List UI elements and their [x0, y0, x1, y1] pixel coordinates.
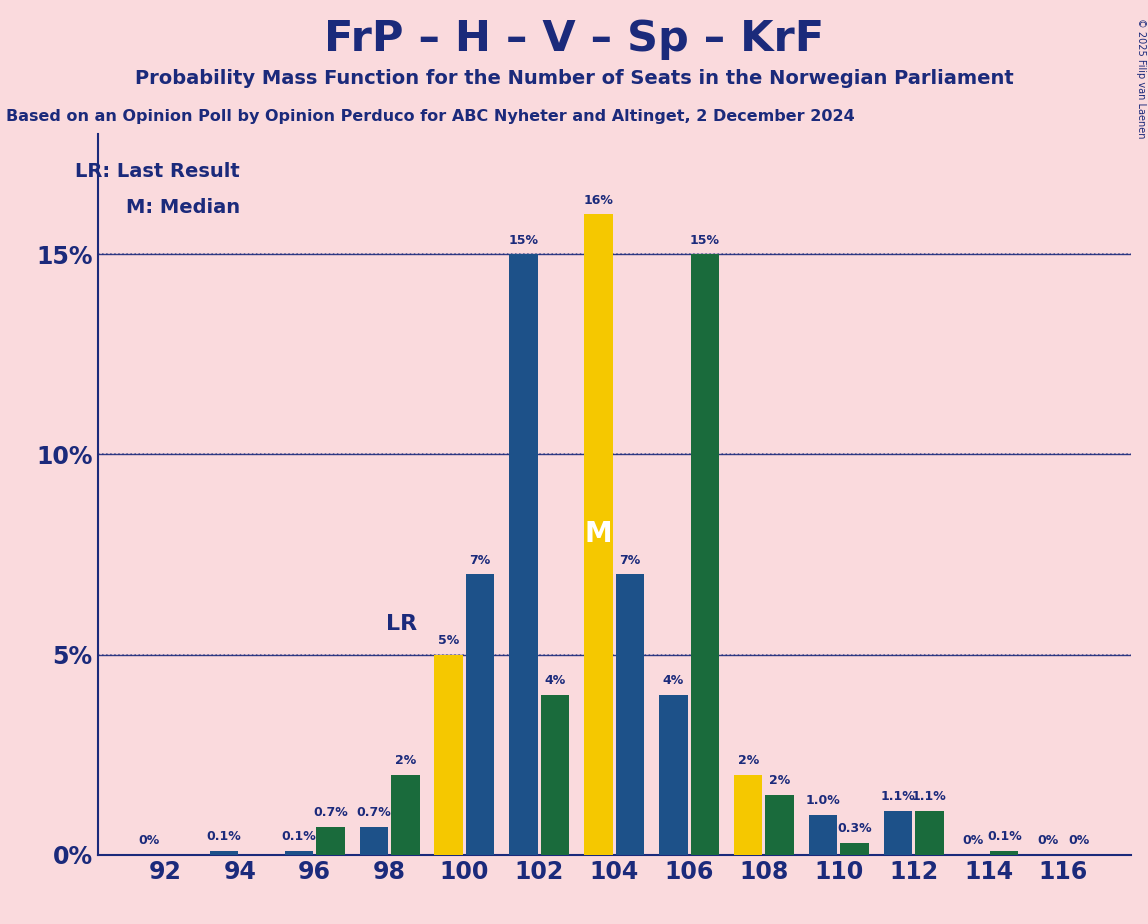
Text: 0.7%: 0.7%: [313, 807, 348, 820]
Text: 2%: 2%: [769, 774, 790, 787]
Text: Based on an Opinion Poll by Opinion Perduco for ABC Nyheter and Altinget, 2 Dece: Based on an Opinion Poll by Opinion Perd…: [6, 109, 854, 124]
Text: 4%: 4%: [544, 675, 566, 687]
Bar: [434, 654, 463, 855]
Bar: [541, 695, 569, 855]
Text: M: M: [584, 520, 612, 548]
Text: M: Median: M: Median: [126, 198, 240, 217]
Bar: [466, 575, 495, 855]
Text: 2%: 2%: [395, 754, 416, 768]
Bar: [840, 843, 869, 855]
Text: 0.3%: 0.3%: [837, 822, 871, 835]
Text: 16%: 16%: [583, 194, 613, 207]
Text: 0%: 0%: [1069, 834, 1089, 847]
Text: FrP – H – V – Sp – KrF: FrP – H – V – Sp – KrF: [324, 18, 824, 60]
Text: 1.1%: 1.1%: [912, 790, 947, 804]
Text: 5%: 5%: [439, 634, 459, 648]
Text: 0%: 0%: [1037, 834, 1058, 847]
Bar: [990, 851, 1018, 855]
Text: 0.1%: 0.1%: [987, 831, 1022, 844]
Bar: [691, 254, 719, 855]
Bar: [734, 774, 762, 855]
Text: 0%: 0%: [962, 834, 984, 847]
Bar: [359, 827, 388, 855]
Bar: [285, 851, 313, 855]
Bar: [766, 795, 794, 855]
Bar: [584, 214, 613, 855]
Text: 15%: 15%: [509, 234, 538, 247]
Bar: [615, 575, 644, 855]
Text: Probability Mass Function for the Number of Seats in the Norwegian Parliament: Probability Mass Function for the Number…: [134, 69, 1014, 89]
Text: 4%: 4%: [662, 675, 684, 687]
Text: 1.0%: 1.0%: [806, 795, 840, 808]
Bar: [510, 254, 537, 855]
Text: 7%: 7%: [470, 554, 491, 567]
Text: 0%: 0%: [139, 834, 160, 847]
Text: 0.7%: 0.7%: [357, 807, 391, 820]
Text: 1.1%: 1.1%: [881, 790, 915, 804]
Bar: [809, 815, 837, 855]
Text: LR: LR: [386, 614, 417, 635]
Bar: [884, 810, 913, 855]
Bar: [316, 827, 344, 855]
Bar: [210, 851, 239, 855]
Text: 2%: 2%: [737, 754, 759, 768]
Text: 7%: 7%: [619, 554, 641, 567]
Text: © 2025 Filip van Laenen: © 2025 Filip van Laenen: [1135, 18, 1146, 139]
Bar: [659, 695, 688, 855]
Bar: [391, 774, 419, 855]
Bar: [915, 810, 944, 855]
Text: 0.1%: 0.1%: [207, 831, 241, 844]
Text: LR: Last Result: LR: Last Result: [75, 162, 240, 181]
Text: 0.1%: 0.1%: [281, 831, 317, 844]
Text: 15%: 15%: [690, 234, 720, 247]
